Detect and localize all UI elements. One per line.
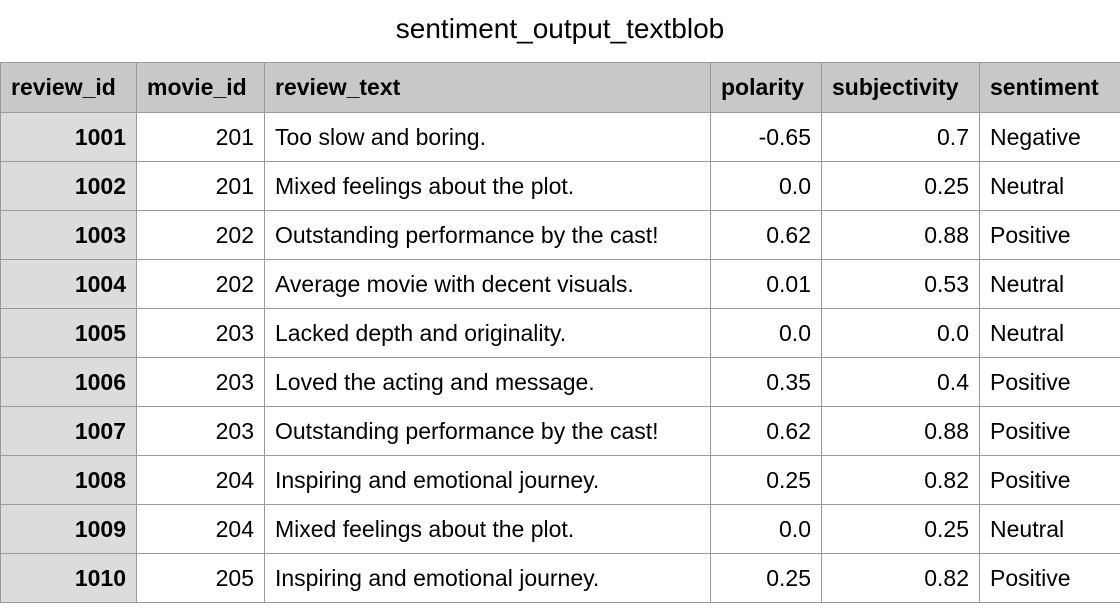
cell-polarity[interactable]: 0.01 [710, 259, 822, 309]
cell-sentiment[interactable]: Positive [979, 406, 1120, 456]
table-row: 1009 204 Mixed feelings about the plot. 0.0… [0, 504, 1120, 554]
cell-review-id[interactable]: 1001 [0, 112, 137, 162]
cell-subjectivity[interactable]: 0.82 [821, 455, 980, 505]
cell-review-text[interactable]: Inspiring and emotional journey. [264, 455, 711, 505]
cell-review-text[interactable]: Inspiring and emotional journey. [264, 553, 711, 603]
cell-subjectivity[interactable]: 0.88 [821, 210, 980, 260]
cell-polarity[interactable]: 0.0 [710, 308, 822, 358]
cell-subjectivity[interactable]: 0.88 [821, 406, 980, 456]
data-table: review_id movie_id review_text polarity … [0, 62, 1120, 603]
column-header-subjectivity[interactable]: subjectivity [821, 62, 980, 113]
table-row: 1003 202 Outstanding performance by the ca… [0, 210, 1120, 260]
table-row: 1007 203 Outstanding performance by the ca… [0, 406, 1120, 456]
cell-movie-id[interactable]: 202 [136, 210, 265, 260]
cell-movie-id[interactable]: 203 [136, 357, 265, 407]
column-header-movie-id[interactable]: movie_id [136, 62, 265, 113]
cell-polarity[interactable]: 0.0 [710, 504, 822, 554]
cell-sentiment[interactable]: Positive [979, 455, 1120, 505]
cell-sentiment[interactable]: Neutral [979, 504, 1120, 554]
cell-movie-id[interactable]: 203 [136, 406, 265, 456]
cell-review-id[interactable]: 1006 [0, 357, 137, 407]
cell-movie-id[interactable]: 201 [136, 112, 265, 162]
cell-subjectivity[interactable]: 0.7 [821, 112, 980, 162]
cell-movie-id[interactable]: 202 [136, 259, 265, 309]
cell-movie-id[interactable]: 204 [136, 504, 265, 554]
cell-review-id[interactable]: 1003 [0, 210, 137, 260]
table-row: 1006 203 Loved the acting and message. 0.35… [0, 357, 1120, 407]
cell-review-text[interactable]: Outstanding performance by the cast! [264, 210, 711, 260]
cell-review-text[interactable]: Too slow and boring. [264, 112, 711, 162]
column-header-sentiment[interactable]: sentiment [979, 62, 1120, 113]
cell-review-text[interactable]: Mixed feelings about the plot. [264, 161, 711, 211]
cell-polarity[interactable]: 0.25 [710, 455, 822, 505]
table-row: 1010 205 Inspiring and emotional journey. 0… [0, 553, 1120, 603]
cell-review-id[interactable]: 1005 [0, 308, 137, 358]
cell-subjectivity[interactable]: 0.4 [821, 357, 980, 407]
header-row: review_id movie_id review_text polarity … [0, 62, 1120, 113]
cell-sentiment[interactable]: Positive [979, 553, 1120, 603]
table-title: sentiment_output_textblob [395, 13, 725, 44]
cell-review-text[interactable]: Mixed feelings about the plot. [264, 504, 711, 554]
cell-subjectivity[interactable]: 0.25 [821, 504, 980, 554]
column-header-review-id[interactable]: review_id [0, 62, 137, 113]
cell-polarity[interactable]: 0.62 [710, 210, 822, 260]
cell-polarity[interactable]: 0.35 [710, 357, 822, 407]
cell-sentiment[interactable]: Positive [979, 357, 1120, 407]
cell-sentiment[interactable]: Negative [979, 112, 1120, 162]
cell-review-id[interactable]: 1010 [0, 553, 137, 603]
cell-polarity[interactable]: 0.25 [710, 553, 822, 603]
cell-sentiment[interactable]: Neutral [979, 259, 1120, 309]
cell-polarity[interactable]: -0.65 [710, 112, 822, 162]
table-row: 1001 201 Too slow and boring. -0.65 0.7 Negat… [0, 112, 1120, 162]
cell-polarity[interactable]: 0.62 [710, 406, 822, 456]
table-row: 1008 204 Inspiring and emotional journey. 0… [0, 455, 1120, 505]
table-row: 1002 201 Mixed feelings about the plot. 0.0… [0, 161, 1120, 211]
cell-subjectivity[interactable]: 0.0 [821, 308, 980, 358]
cell-subjectivity[interactable]: 0.82 [821, 553, 980, 603]
cell-review-text[interactable]: Lacked depth and originality. [264, 308, 711, 358]
cell-sentiment[interactable]: Neutral [979, 308, 1120, 358]
cell-review-text[interactable]: Outstanding performance by the cast! [264, 406, 711, 456]
cell-movie-id[interactable]: 201 [136, 161, 265, 211]
cell-review-id[interactable]: 1008 [0, 455, 137, 505]
cell-review-text[interactable]: Average movie with decent visuals. [264, 259, 711, 309]
cell-review-id[interactable]: 1004 [0, 259, 137, 309]
cell-review-id[interactable]: 1002 [0, 161, 137, 211]
cell-subjectivity[interactable]: 0.25 [821, 161, 980, 211]
cell-movie-id[interactable]: 205 [136, 553, 265, 603]
cell-review-id[interactable]: 1009 [0, 504, 137, 554]
table-row: 1004 202 Average movie with decent visuals… [0, 259, 1120, 309]
column-header-review-text[interactable]: review_text [264, 62, 711, 113]
table-row: 1005 203 Lacked depth and originality. 0.0 0… [0, 308, 1120, 358]
cell-review-text[interactable]: Loved the acting and message. [264, 357, 711, 407]
cell-movie-id[interactable]: 204 [136, 455, 265, 505]
table-body: 1001 201 Too slow and boring. -0.65 0.7 Negat… [0, 112, 1120, 603]
cell-subjectivity[interactable]: 0.53 [821, 259, 980, 309]
cell-movie-id[interactable]: 203 [136, 308, 265, 358]
cell-review-id[interactable]: 1007 [0, 406, 137, 456]
cell-sentiment[interactable]: Neutral [979, 161, 1120, 211]
cell-polarity[interactable]: 0.0 [710, 161, 822, 211]
column-header-polarity[interactable]: polarity [710, 62, 822, 113]
cell-sentiment[interactable]: Positive [979, 210, 1120, 260]
